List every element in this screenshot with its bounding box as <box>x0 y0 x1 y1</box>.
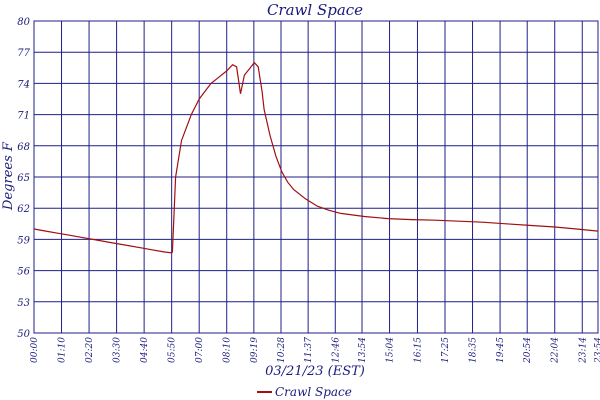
x-tick-label: 11:37 <box>304 337 314 363</box>
x-tick-label: 07:00 <box>195 337 205 363</box>
plot-frame <box>33 20 599 334</box>
legend-label: Crawl Space <box>275 385 352 399</box>
x-tick-label: 19:45 <box>496 337 506 363</box>
x-tick-label: 13:54 <box>358 337 368 363</box>
y-axis-label: Degrees F <box>1 141 16 211</box>
y-tick-label: 80 <box>17 17 30 28</box>
x-tick-label: 10:28 <box>277 337 287 363</box>
x-tick-label: 12:46 <box>331 337 341 363</box>
chart-title: Crawl Space <box>267 1 363 19</box>
x-tick-label: 15:04 <box>386 337 396 363</box>
y-tick-label: 50 <box>17 329 30 340</box>
y-tick-label: 65 <box>17 173 30 184</box>
x-tick-label: 23:54 <box>594 337 600 364</box>
y-tick-label: 53 <box>17 298 30 309</box>
x-tick-label: 09:19 <box>250 337 260 363</box>
x-tick-label: 22:04 <box>551 337 561 364</box>
y-tick-label: 56 <box>17 267 30 278</box>
x-tick-label: 02:20 <box>85 337 95 363</box>
legend: Crawl Space <box>257 385 352 399</box>
x-tick-label: 01:10 <box>58 337 68 363</box>
y-tick-label: 62 <box>17 204 30 215</box>
y-tick-label: 77 <box>17 48 30 59</box>
y-tick-label: 68 <box>17 142 30 153</box>
x-tick-label: 17:25 <box>441 337 451 363</box>
x-tick-label: 23:14 <box>578 337 588 364</box>
x-axis-label: 03/21/23 (EST) <box>265 364 365 379</box>
x-tick-label: 04:40 <box>140 337 150 363</box>
x-tick-label: 00:00 <box>30 337 40 363</box>
x-tick-labels: 00:00 01:10 02:20 03:30 04:40 05:50 07:00 08:10… <box>30 337 600 364</box>
y-tick-label: 74 <box>17 79 30 90</box>
grid <box>33 20 599 334</box>
x-tick-label: 05:50 <box>168 337 178 363</box>
y-tick-label: 71 <box>17 111 30 122</box>
x-tick-label: 03:30 <box>113 337 123 363</box>
x-tick-label: 16:15 <box>413 337 423 363</box>
x-tick-label: 18:35 <box>469 337 479 363</box>
y-tick-labels: 50 53 56 59 62 65 68 71 74 77 80 <box>17 17 30 340</box>
series-line-crawl-space <box>33 61 599 254</box>
y-tick-label: 59 <box>17 235 30 246</box>
x-tick-label: 20:54 <box>523 337 533 364</box>
x-tick-label: 08:10 <box>223 337 233 363</box>
